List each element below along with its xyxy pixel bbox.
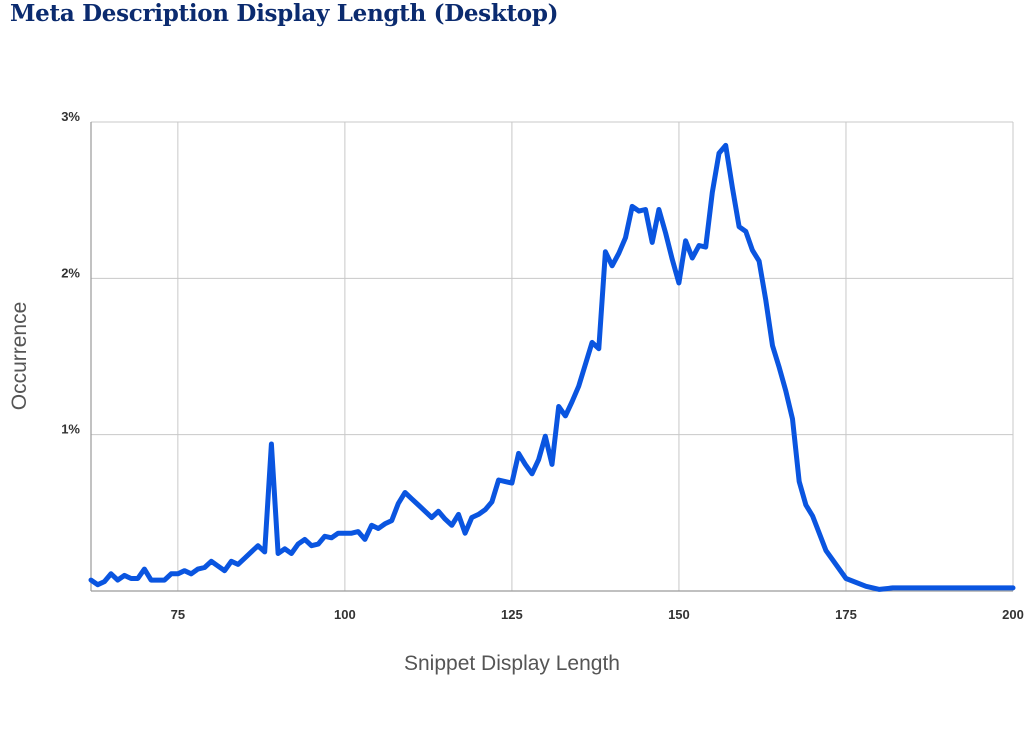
y-axis-label: Occurrence (8, 302, 31, 411)
x-axis-label: Snippet Display Length (404, 652, 620, 675)
y-tick-label: 2% (61, 265, 80, 280)
series-line (88, 142, 1016, 592)
x-tick-label: 175 (835, 607, 857, 622)
x-tick-labels: 75 100 125 150 175 200 (171, 607, 1024, 622)
x-tick-label: 100 (334, 607, 356, 622)
chart-title: Meta Description Display Length (Desktop… (10, 0, 559, 27)
x-tick-label: 150 (668, 607, 690, 622)
axes (90, 122, 1013, 592)
x-tick-label: 125 (501, 607, 523, 622)
x-tick-label: 75 (171, 607, 185, 622)
y-tick-label: 3% (61, 109, 80, 124)
gridlines (91, 121, 1014, 591)
y-tick-label: 1% (61, 422, 80, 437)
x-tick-label: 200 (1002, 607, 1024, 622)
y-tick-labels: 1% 2% 3% (61, 109, 80, 437)
